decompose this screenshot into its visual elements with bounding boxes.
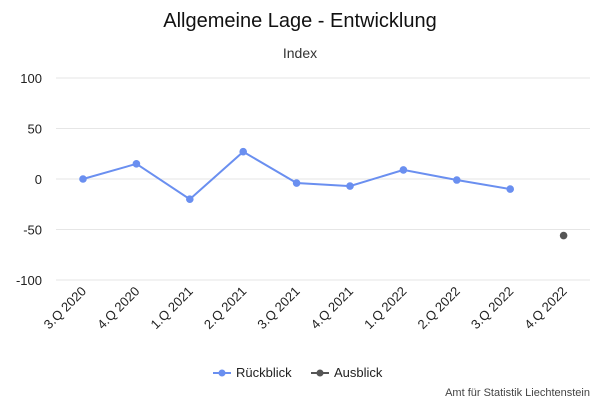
data-point-rueckblick[interactable] <box>453 176 461 184</box>
chart-subtitle: Index <box>283 45 317 61</box>
x-axis-ticks: 3.Q 2020 4.Q 2020 1.Q 2021 2.Q 2021 3.Q 2021… <box>41 284 570 332</box>
x-tick-label: 3.Q 2022 <box>468 284 516 332</box>
series-line-rueckblick <box>82 150 511 201</box>
x-tick-label: 1.Q 2022 <box>361 284 409 332</box>
x-tick-label: 4.Q 2020 <box>94 284 142 332</box>
legend-label-ausblick: Ausblick <box>334 365 383 380</box>
x-tick-label: 1.Q 2021 <box>147 284 195 332</box>
data-point-rueckblick[interactable] <box>506 185 514 193</box>
data-point-rueckblick[interactable] <box>132 160 141 168</box>
y-axis-ticks: 100 50 0 -50 -100 <box>16 71 42 288</box>
x-tick-label: 3.Q 2020 <box>41 284 89 332</box>
data-point-ausblick[interactable] <box>559 231 568 240</box>
data-point-rueckblick[interactable] <box>346 182 354 190</box>
data-point-rueckblick[interactable] <box>399 166 408 174</box>
legend-marker-rueckblick <box>218 369 226 377</box>
legend[interactable]: Rückblick Ausblick <box>213 365 383 380</box>
data-point-rueckblick[interactable] <box>239 147 247 156</box>
data-point-rueckblick[interactable] <box>79 175 87 183</box>
x-tick-label: 2.Q 2022 <box>414 284 462 332</box>
y-tick-label: -50 <box>23 223 42 238</box>
series-group <box>79 147 568 240</box>
y-tick-label: 50 <box>28 122 42 137</box>
x-tick-label: 4.Q 2022 <box>521 284 569 332</box>
legend-item-rueckblick[interactable]: Rückblick <box>213 365 292 380</box>
chart-title: Allgemeine Lage - Entwicklung <box>163 10 437 32</box>
y-tick-label: -100 <box>16 273 42 288</box>
x-tick-label: 4.Q 2021 <box>308 284 356 332</box>
chart-credit: Amt für Statistik Liechtenstein <box>445 387 590 399</box>
y-tick-label: 0 <box>35 172 42 187</box>
y-tick-label: 100 <box>20 71 42 86</box>
x-tick-label: 3.Q 2021 <box>254 284 302 332</box>
data-point-rueckblick[interactable] <box>186 195 194 203</box>
x-tick-label: 2.Q 2021 <box>201 284 249 332</box>
legend-item-ausblick[interactable]: Ausblick <box>311 365 383 380</box>
data-point-rueckblick[interactable] <box>292 179 301 187</box>
legend-marker-ausblick <box>316 369 324 377</box>
grid-lines <box>56 77 590 281</box>
legend-label-rueckblick: Rückblick <box>236 365 292 380</box>
